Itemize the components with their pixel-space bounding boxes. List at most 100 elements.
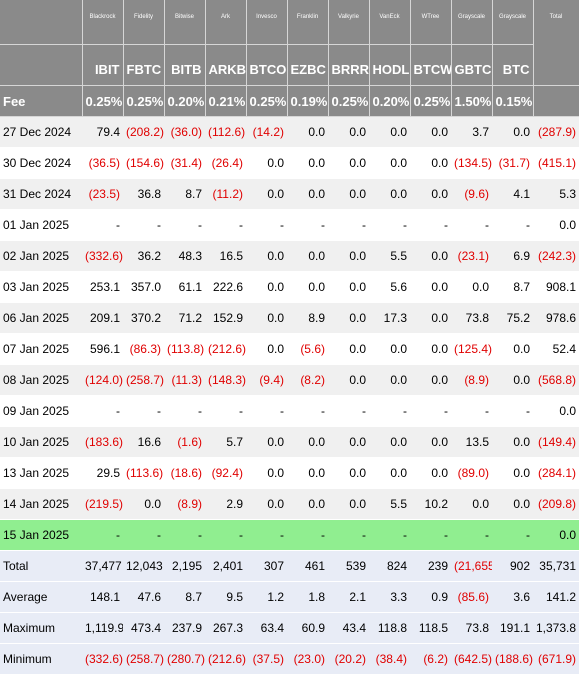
flow-value-cell: 209.1 xyxy=(82,302,123,334)
flow-value-cell: (21,655) xyxy=(451,550,492,582)
ticker-header: FBTC xyxy=(123,44,165,86)
date-cell: 14 Jan 2025 xyxy=(0,488,82,520)
table-row: 08 Jan 2025 (124.0) (258.7) (11.3) (148.3) (9… xyxy=(0,364,579,396)
flow-value-cell: 0.0 xyxy=(287,426,328,458)
flow-value-cell: 0.0 xyxy=(328,178,369,210)
row-total-cell: 908.1 xyxy=(533,271,579,303)
flow-value-cell: 16.6 xyxy=(123,426,164,458)
flow-value-cell: 253.1 xyxy=(82,271,123,303)
issuer-name: Fidelity xyxy=(123,0,165,45)
date-cell: 31 Dec 2024 xyxy=(0,178,82,210)
fee-label: Fee xyxy=(0,85,83,117)
flow-value-cell: 0.0 xyxy=(328,457,369,489)
table-row: 14 Jan 2025 (219.5) 0.0 (8.9) 2.9 0.0 0.0 0.0 5.… xyxy=(0,488,579,520)
flow-value-cell: - xyxy=(451,519,492,551)
flow-value-cell: 0.0 xyxy=(328,116,369,148)
flow-value-cell: - xyxy=(451,209,492,241)
corner-cell xyxy=(0,0,83,45)
table-body: 27 Dec 2024 79.4 (208.2) (36.0) (112.6) (14.2… xyxy=(0,116,579,675)
flow-value-cell: 2,195 xyxy=(164,550,205,582)
flow-value-cell: 0.0 xyxy=(328,271,369,303)
flow-value-cell: 0.0 xyxy=(246,178,287,210)
flow-value-cell: - xyxy=(369,395,410,427)
ticker-header: BITB xyxy=(164,44,206,86)
flow-value-cell: 36.8 xyxy=(123,178,164,210)
flow-value-cell: - xyxy=(246,519,287,551)
flow-value-cell: - xyxy=(123,209,164,241)
flow-value-cell: 222.6 xyxy=(205,271,246,303)
flow-value-cell: 3.6 xyxy=(492,581,533,613)
flow-value-cell: 5.5 xyxy=(369,488,410,520)
flow-value-cell: 0.0 xyxy=(328,364,369,396)
date-cell: 30 Dec 2024 xyxy=(0,147,82,179)
flow-value-cell: - xyxy=(164,395,205,427)
date-cell: 15 Jan 2025 xyxy=(0,519,82,551)
flow-value-cell: (23.1) xyxy=(451,240,492,272)
issuer-name: Ark xyxy=(205,0,247,45)
flow-value-cell: (8.9) xyxy=(451,364,492,396)
flow-value-cell: 0.0 xyxy=(369,426,410,458)
flow-value-cell: - xyxy=(410,209,451,241)
row-total-cell: 0.0 xyxy=(533,519,579,551)
flow-value-cell: 596.1 xyxy=(82,333,123,365)
flow-value-cell: (219.5) xyxy=(82,488,123,520)
row-total-cell: 141.2 xyxy=(533,581,579,613)
table-row: 01 Jan 2025- - - - - - - - - - -0.0 xyxy=(0,209,579,241)
flow-value-cell: 0.0 xyxy=(123,488,164,520)
summary-label: Maximum xyxy=(0,612,82,644)
flow-value-cell: - xyxy=(82,209,123,241)
summary-label: Average xyxy=(0,581,82,613)
flow-value-cell: (20.2) xyxy=(328,643,369,675)
table-row: 30 Dec 2024 (36.5) (154.6) (31.4) (26.4) 0.0 0… xyxy=(0,147,579,179)
ticker-header: EZBC xyxy=(287,44,329,86)
flow-value-cell: 902 xyxy=(492,550,533,582)
flow-value-cell: - xyxy=(410,395,451,427)
flow-value-cell: - xyxy=(164,209,205,241)
flow-value-cell: (8.2) xyxy=(287,364,328,396)
flow-value-cell: (11.3) xyxy=(164,364,205,396)
flow-value-cell: 1.8 xyxy=(287,581,328,613)
flow-value-cell: 0.0 xyxy=(492,364,533,396)
flow-value-cell: (113.6) xyxy=(123,457,164,489)
flow-value-cell: 16.5 xyxy=(205,240,246,272)
flow-value-cell: 239 xyxy=(410,550,451,582)
issuer-name: Bitwise xyxy=(164,0,206,45)
fee-value: 0.15% xyxy=(492,85,534,117)
flow-value-cell: 0.0 xyxy=(328,147,369,179)
flow-value-cell: 0.0 xyxy=(492,333,533,365)
flow-value-cell: 0.0 xyxy=(369,116,410,148)
flow-value-cell: 73.8 xyxy=(451,302,492,334)
table-row: 13 Jan 2025 29.5 (113.6) (18.6) (92.4) 0.0 0.0… xyxy=(0,457,579,489)
date-cell: 09 Jan 2025 xyxy=(0,395,82,427)
flow-value-cell: 63.4 xyxy=(246,612,287,644)
row-total-cell: 35,731 xyxy=(533,550,579,582)
row-total-cell: 0.0 xyxy=(533,395,579,427)
issuer-name: Grayscale xyxy=(451,0,493,45)
row-total-cell: (671.9) xyxy=(533,643,579,675)
flow-value-cell: (1.6) xyxy=(164,426,205,458)
table-row: 09 Jan 2025- - - - - - - - - - -0.0 xyxy=(0,395,579,427)
flow-value-cell: - xyxy=(287,209,328,241)
flow-value-cell: - xyxy=(205,395,246,427)
flow-value-cell: 0.0 xyxy=(410,426,451,458)
flow-value-cell: (112.6) xyxy=(205,116,246,148)
flow-value-cell: 0.0 xyxy=(287,271,328,303)
flow-value-cell: 0.0 xyxy=(369,333,410,365)
flow-value-cell: 0.0 xyxy=(246,240,287,272)
flow-value-cell: 0.0 xyxy=(410,178,451,210)
row-total-cell: (284.1) xyxy=(533,457,579,489)
flow-value-cell: (154.6) xyxy=(123,147,164,179)
fee-value: 0.25% xyxy=(328,85,370,117)
date-cell: 27 Dec 2024 xyxy=(0,116,82,148)
flow-value-cell: (23.5) xyxy=(82,178,123,210)
flow-value-cell: 0.0 xyxy=(410,333,451,365)
fee-value: 0.25% xyxy=(410,85,452,117)
flow-value-cell: 0.0 xyxy=(451,488,492,520)
flow-value-cell: (31.4) xyxy=(164,147,205,179)
flow-value-cell: 370.2 xyxy=(123,302,164,334)
flow-value-cell: 73.8 xyxy=(451,612,492,644)
flow-value-cell: 0.0 xyxy=(410,116,451,148)
flow-value-cell: - xyxy=(82,395,123,427)
fee-value: 0.25% xyxy=(82,85,124,117)
flow-value-cell: (89.0) xyxy=(451,457,492,489)
